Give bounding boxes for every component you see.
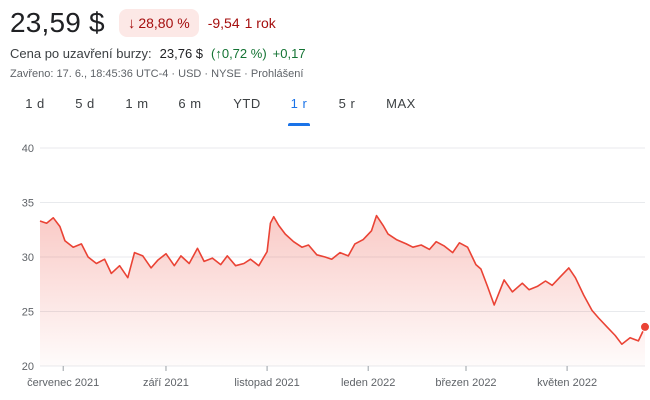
price-line — [39, 214, 646, 345]
price-area-fill — [40, 215, 645, 366]
market-closed-info: Zavřeno: 17. 6., 18:45:36 UTC-4 · USD · … — [10, 68, 304, 80]
after-hours-row: Cena po uzavření burzy: 23,76 $ (↑0,72 %… — [10, 46, 306, 61]
quote-header: 23,59 $ ↓ 28,80 % -9,54 1 rok — [10, 6, 276, 40]
after-hours-label: Cena po uzavření burzy: — [10, 46, 152, 61]
x-tick-label: září 2021 — [143, 377, 189, 389]
change-absolute: -9,54 — [207, 15, 240, 31]
tab-5d[interactable]: 5 d — [75, 96, 95, 111]
tab-1r[interactable]: 1 r — [286, 96, 312, 122]
change-percent: 28,80 % — [138, 15, 190, 31]
tab-5r[interactable]: 5 r — [338, 96, 356, 111]
x-tick-label: leden 2022 — [341, 377, 395, 389]
y-tick-label: 30 — [22, 252, 34, 264]
tab-ytd[interactable]: YTD — [233, 96, 261, 111]
y-tick-label: 40 — [22, 143, 34, 155]
arrow-down-icon: ↓ — [127, 14, 136, 32]
y-tick-label: 25 — [22, 307, 34, 319]
after-hours-price: 23,76 $ — [159, 46, 204, 61]
after-hours-percent: (↑0,72 %) — [211, 46, 267, 61]
tab-1d[interactable]: 1 d — [25, 96, 45, 111]
x-tick-label: květen 2022 — [537, 377, 597, 389]
tab-1m[interactable]: 1 m — [125, 96, 149, 111]
change-summary: -9,54 1 rok — [208, 15, 276, 31]
tab-max[interactable]: MAX — [386, 96, 416, 111]
change-percent-badge: ↓ 28,80 % — [118, 9, 199, 37]
y-tick-label: 35 — [22, 198, 34, 210]
current-price: 23,59 $ — [10, 7, 105, 38]
change-period: 1 rok — [244, 15, 276, 31]
after-hours-absolute: +0,17 — [272, 46, 306, 61]
x-tick-label: červenec 2021 — [27, 377, 99, 389]
y-tick-label: 20 — [22, 361, 34, 373]
x-tick-label: listopad 2021 — [234, 377, 299, 389]
last-price-point — [640, 321, 650, 332]
x-tick-label: březen 2022 — [435, 377, 496, 389]
tab-6m[interactable]: 6 m — [178, 96, 202, 111]
